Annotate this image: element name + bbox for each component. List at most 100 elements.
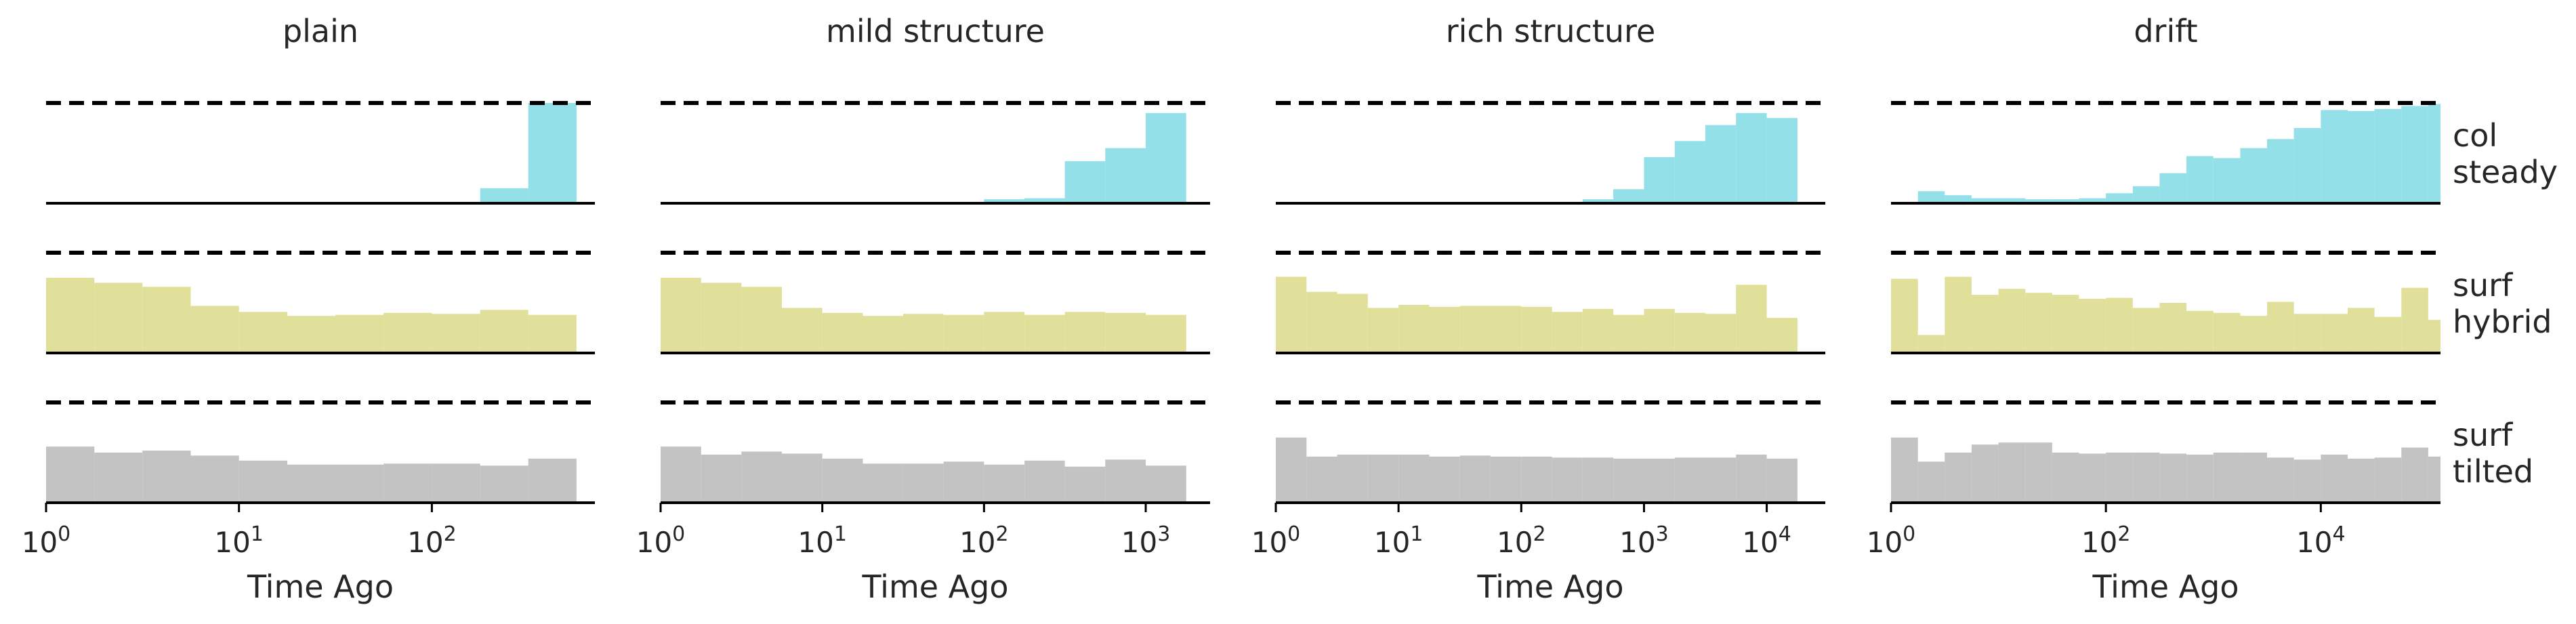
bar-surf-tilted — [238, 460, 287, 503]
bar-surf-hybrid — [1490, 306, 1522, 353]
bar-surf-tilted — [2159, 453, 2187, 503]
panel-1: mild structure 100 101 102 103 Time Ago — [636, 13, 1210, 605]
bar-surf-tilted — [1971, 444, 1999, 503]
bar-col-steady — [528, 103, 577, 203]
bar-surf-hybrid — [94, 283, 143, 353]
bar-surf-hybrid — [1146, 314, 1186, 353]
bar-col-steady — [2267, 139, 2294, 203]
bar-surf-tilted — [1521, 456, 1552, 503]
row-label-line2: hybrid — [2453, 304, 2552, 340]
bar-surf-hybrid — [2348, 308, 2375, 353]
bar-surf-tilted — [432, 463, 480, 503]
bar-col-steady — [2348, 110, 2375, 203]
panel-3: drift 100 102 104 Time Ago — [1867, 13, 2440, 605]
bar-surf-hybrid — [1582, 308, 1614, 353]
bar-surf-hybrid — [432, 314, 480, 353]
x-tick-label: 101 — [1374, 522, 1424, 559]
bar-surf-hybrid — [480, 310, 528, 353]
bar-surf-tilted — [335, 464, 384, 503]
bar-surf-hybrid — [863, 316, 903, 353]
bar-surf-tilted — [1766, 458, 1798, 503]
bar-surf-hybrid — [1306, 291, 1337, 353]
bar-surf-tilted — [1917, 461, 1945, 503]
bar-surf-hybrid — [2106, 297, 2133, 353]
x-tick-label: 103 — [1619, 522, 1669, 559]
x-axis-label: Time Ago — [247, 568, 394, 605]
x-tick-label: 100 — [1867, 522, 1916, 559]
bar-col-steady — [1766, 118, 1798, 203]
bar-surf-hybrid — [46, 278, 95, 353]
bar-surf-hybrid — [1521, 306, 1552, 353]
bar-surf-hybrid — [1105, 312, 1146, 353]
bar-surf-hybrid — [190, 306, 239, 353]
bar-col-steady — [2186, 156, 2214, 203]
bar-col-steady — [1146, 112, 1186, 203]
x-tick-label: 101 — [214, 522, 264, 559]
bar-surf-hybrid — [1674, 312, 1705, 353]
bar-col-steady — [1736, 112, 1767, 203]
bar-surf-hybrid — [2293, 314, 2321, 353]
bar-surf-hybrid — [741, 287, 782, 353]
bar-surf-hybrid — [2428, 320, 2440, 353]
x-tick-label: 103 — [1121, 522, 1171, 559]
bar-col-steady — [2052, 199, 2079, 203]
bar-surf-tilted — [2374, 457, 2402, 503]
bar-surf-tilted — [1674, 457, 1705, 503]
bar-surf-tilted — [2079, 453, 2106, 503]
bar-col-steady — [1674, 141, 1705, 203]
bar-surf-tilted — [822, 458, 863, 503]
bar-surf-hybrid — [142, 287, 191, 353]
bar-surf-tilted — [781, 453, 823, 503]
row-label-line1: surf — [2453, 267, 2514, 304]
bar-surf-hybrid — [1337, 293, 1368, 353]
panel-2: rich structure 100 101 102 103 104 Time Ago — [1251, 13, 1825, 605]
bar-surf-tilted — [2267, 457, 2294, 503]
bar-col-steady — [1064, 161, 1106, 203]
bar-surf-tilted — [2025, 442, 2052, 503]
row-label-line1: col — [2453, 117, 2497, 154]
bar-surf-tilted — [1146, 465, 1186, 503]
bar-col-steady — [2079, 198, 2106, 203]
bar-surf-hybrid — [661, 278, 701, 353]
bar-surf-hybrid — [2025, 293, 2052, 353]
panel-title: plain — [283, 13, 358, 49]
bar-surf-hybrid — [2213, 312, 2241, 353]
bar-surf-hybrid — [2401, 287, 2428, 353]
bar-surf-tilted — [1705, 457, 1737, 503]
bar-surf-hybrid — [943, 314, 984, 353]
bar-surf-hybrid — [2321, 314, 2348, 353]
bar-surf-tilted — [1429, 456, 1460, 503]
x-tick-label: 102 — [959, 522, 1009, 559]
bar-surf-tilted — [1337, 454, 1368, 503]
bar-surf-hybrid — [984, 312, 1025, 353]
bar-surf-tilted — [1276, 437, 1307, 503]
bar-surf-hybrid — [781, 308, 823, 353]
panel-title: drift — [2134, 13, 2197, 49]
bar-surf-hybrid — [2052, 295, 2079, 353]
bar-col-steady — [1971, 198, 1999, 203]
bar-surf-hybrid — [822, 312, 863, 353]
bar-surf-hybrid — [902, 314, 944, 353]
x-tick-label: 102 — [407, 522, 457, 559]
bar-surf-tilted — [2186, 454, 2214, 503]
bar-surf-tilted — [701, 454, 742, 503]
bar-surf-hybrid — [1644, 308, 1675, 353]
x-tick-label: 100 — [636, 522, 686, 559]
bar-surf-tilted — [1024, 460, 1065, 503]
bar-surf-hybrid — [2374, 316, 2402, 353]
bar-surf-tilted — [94, 453, 143, 503]
bar-surf-hybrid — [2132, 308, 2160, 353]
bar-surf-tilted — [2321, 454, 2348, 503]
bar-surf-tilted — [1582, 457, 1614, 503]
bar-surf-hybrid — [1613, 314, 1644, 353]
bar-col-steady — [1917, 191, 1945, 203]
bar-surf-tilted — [287, 464, 335, 503]
bar-surf-tilted — [2213, 453, 2241, 503]
bar-surf-tilted — [142, 451, 191, 503]
x-axis-label: Time Ago — [861, 568, 1008, 605]
bar-col-steady — [1024, 198, 1065, 203]
bar-surf-hybrid — [1429, 306, 1460, 353]
panel-title: mild structure — [826, 13, 1045, 49]
bar-surf-tilted — [2106, 453, 2133, 503]
